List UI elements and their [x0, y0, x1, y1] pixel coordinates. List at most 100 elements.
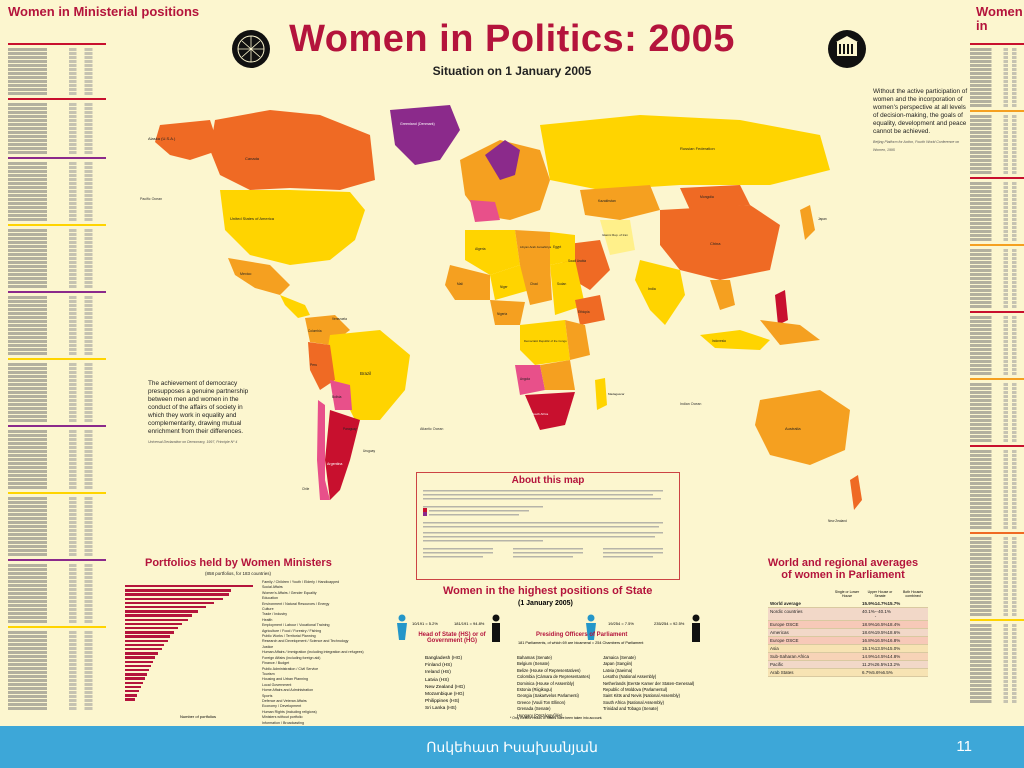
table-row — [8, 387, 106, 390]
list-item: Philippines (HS) — [425, 699, 460, 705]
map-label-iran: Islamic Rep. of Iran — [602, 233, 628, 237]
portfolio-bar — [125, 660, 154, 663]
list-item: Georgia (Sakartvelos Parlamenti) — [517, 693, 579, 699]
mongolia-region — [680, 185, 750, 210]
table-row — [970, 522, 1024, 525]
table-row — [8, 178, 106, 181]
regional-row: World average 15.9% 14.7% 15.7% — [768, 600, 928, 608]
map-label-mali: Mali — [457, 282, 463, 286]
table-row — [8, 182, 106, 185]
regional-row-value: 16.5% — [874, 638, 888, 643]
table-row — [970, 76, 1024, 79]
table-row — [8, 186, 106, 189]
regional-row-value: 40.1% — [878, 609, 891, 614]
table-row — [970, 545, 1024, 548]
regional-row-value: 15.0% — [887, 646, 901, 651]
table-row — [8, 103, 106, 106]
table-row — [970, 198, 1024, 201]
table-row — [970, 419, 1024, 422]
map-label-pacific: Pacific Ocean — [140, 197, 162, 201]
list-item: Trinidad and Tobago (Senate) — [603, 706, 659, 712]
presiding-label: Presiding Officers of Parliament — [536, 632, 628, 638]
table-row — [8, 123, 106, 126]
right-panel-title: Women in — [976, 4, 1023, 33]
presiding-list-2: Jamaica (Senate) Japan (Sangiin) Latvia (S… — [603, 655, 694, 713]
portfolios-xlabel: Number of portfolios — [180, 714, 217, 719]
portfolio-label: Home Affairs and Administration — [262, 688, 314, 693]
table-row — [970, 364, 1024, 367]
table-row — [8, 84, 106, 87]
table-row — [970, 214, 1024, 217]
portfolio-label: Local Government — [262, 682, 292, 687]
portfolios-bar-chart — [125, 585, 255, 725]
map-label-indian: Indian Ocean — [680, 402, 701, 406]
table-row — [8, 588, 106, 591]
map-label-angola: Angola — [520, 377, 530, 381]
iran-region — [600, 220, 635, 255]
list-item: Bangladesh (HG) — [425, 656, 463, 661]
table-row — [970, 356, 1024, 359]
hs-men-stat: 181/191 = 94.8% — [454, 621, 485, 626]
table-row — [8, 474, 106, 477]
table-row — [970, 656, 1024, 659]
table-row — [970, 561, 1024, 564]
hs-women-stat: 10/191 = 5.2% — [412, 621, 438, 626]
portfolio-bar — [125, 643, 164, 647]
table-separator — [970, 378, 1024, 380]
table-row — [970, 676, 1024, 679]
portfolio-bar — [125, 614, 193, 617]
table-row — [8, 462, 106, 465]
table-row — [8, 300, 106, 303]
table-row — [970, 383, 1024, 386]
list-item: Greece (Vouli Ton Ellinon) — [517, 699, 566, 705]
table-row — [8, 407, 106, 410]
table-row — [970, 652, 1024, 655]
table-row — [8, 237, 106, 240]
portfolio-bar — [125, 677, 146, 680]
map-label-egypt: Egypt — [553, 245, 561, 249]
map-label-australia: Australia — [785, 426, 801, 431]
angola-region — [515, 365, 545, 395]
table-row — [8, 584, 106, 587]
table-row — [8, 663, 106, 666]
table-row — [8, 166, 106, 169]
map-label-colombia: Colombia — [308, 329, 322, 333]
table-row — [8, 643, 106, 646]
regional-row-value: 14.5% — [874, 654, 888, 659]
table-row — [8, 111, 106, 114]
map-label-niger: Niger — [500, 285, 509, 289]
table-row — [970, 257, 1024, 260]
map-label-usa: United States of America — [230, 216, 275, 221]
table-row — [970, 88, 1024, 91]
table-row — [8, 281, 106, 284]
table-row — [970, 163, 1024, 166]
map-label-argentina: Argentina — [327, 462, 342, 466]
table-row — [8, 703, 106, 706]
table-row — [970, 439, 1024, 442]
table-separator — [8, 425, 106, 427]
table-row — [970, 238, 1024, 241]
table-separator — [970, 244, 1024, 246]
list-item: Dominica (House of Assembly) — [517, 680, 575, 686]
new-zealand-region — [850, 475, 862, 510]
map-label-chile: Chile — [302, 487, 309, 491]
table-row — [970, 368, 1024, 371]
portfolio-label: Culture — [262, 607, 274, 612]
portfolio-bar — [125, 652, 158, 655]
table-row — [970, 613, 1024, 616]
table-row — [970, 234, 1024, 237]
portfolios-subtitle: (858 portfolios, for 183 countries) — [205, 571, 272, 576]
po-women-stat: 19/254 = 7.5% — [608, 621, 634, 626]
table-row — [970, 700, 1024, 703]
map-label-kazakhstan: Kazakhstan — [598, 199, 616, 203]
table-row — [970, 632, 1024, 635]
list-item: Japan (Sangiin) — [603, 661, 633, 667]
table-row — [970, 60, 1024, 63]
table-row — [8, 442, 106, 445]
heads-list: Bangladesh (HG) Finland (HS) Ireland (HS) L… — [425, 655, 465, 713]
portfolio-bar — [125, 589, 231, 592]
table-row — [970, 344, 1024, 347]
alaska-region — [155, 120, 220, 160]
table-row — [970, 470, 1024, 473]
table-row — [970, 482, 1024, 485]
